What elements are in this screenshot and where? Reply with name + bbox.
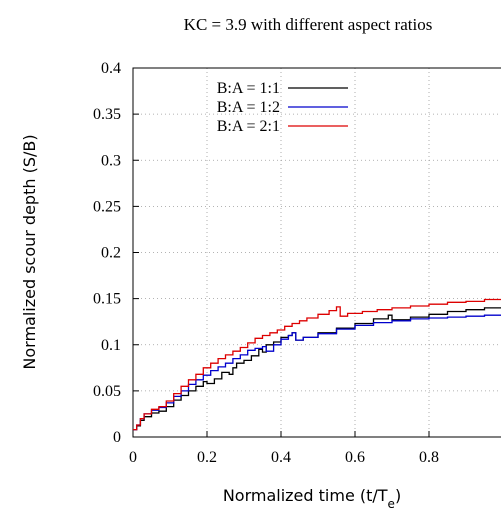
y-tick-label: 0.3	[101, 152, 121, 169]
y-tick-label: 0.05	[93, 383, 121, 400]
y-tick-label: 0.25	[93, 198, 121, 215]
axis-ticks	[132, 67, 430, 438]
x-tick-label: 0.4	[271, 449, 291, 466]
legend-label-2: B:A = 1:2	[217, 99, 280, 116]
y-tick-label: 0.4	[101, 60, 121, 77]
y-tick-label: 0.1	[101, 337, 121, 354]
grid	[133, 68, 501, 437]
x-tick-label: 0.2	[197, 449, 217, 466]
y-tick-label: 0.2	[101, 245, 121, 262]
y-tick-label: 0	[113, 429, 121, 446]
legend-label-3: B:A = 2:1	[217, 118, 280, 135]
series-line-3	[133, 298, 501, 431]
series-line-2	[133, 314, 501, 431]
x-axis-label-close: )	[395, 486, 401, 505]
chart-title: KC = 3.9 with different aspect ratios	[184, 15, 433, 34]
y-tick-label: 0.35	[93, 106, 121, 123]
legend: B:A = 1:1 B:A = 1:2 B:A = 2:1	[217, 80, 348, 135]
x-axis-label-main: Normalized time (t/T	[223, 486, 388, 505]
legend-label-1: B:A = 1:1	[217, 80, 280, 97]
y-tick-label: 0.15	[93, 291, 121, 308]
x-tick-label: 0	[129, 449, 137, 466]
x-tick-label: 0.8	[419, 449, 439, 466]
x-axis-label: Normalized time (t/Te)	[223, 486, 401, 511]
tick-labels: 0 0.05 0.1 0.15 0.2 0.25 0.3 0.35 0.4 0 0.2 0.4 0.6 0…	[93, 60, 439, 466]
series-lines	[133, 298, 501, 431]
x-axis-label-subscript: e	[388, 497, 395, 511]
series-line-1	[133, 307, 501, 431]
x-tick-label: 0.6	[345, 449, 365, 466]
y-axis-label: Normalized scour depth (S/B)	[20, 134, 39, 369]
